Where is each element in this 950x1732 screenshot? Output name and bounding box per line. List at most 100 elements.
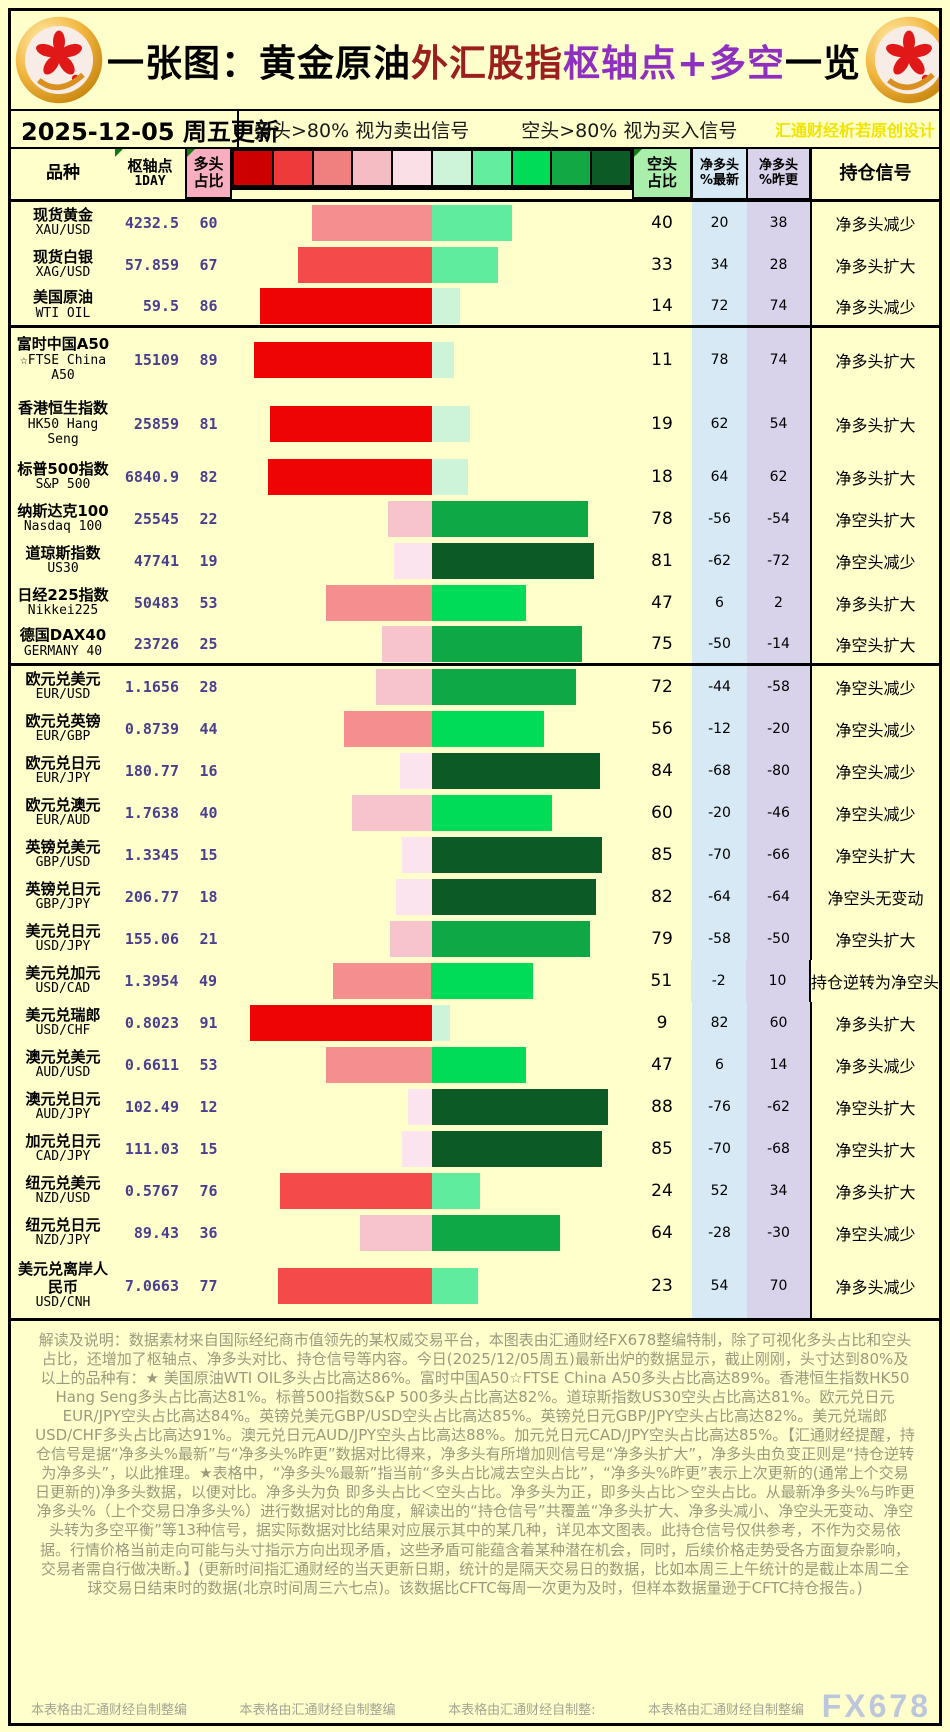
net-latest-value: -76: [692, 1086, 747, 1128]
short-bar: [432, 1268, 478, 1304]
instrument-name-cn: 欧元兑日元: [25, 753, 101, 772]
pivot-value: 1.7638: [124, 804, 179, 822]
long-short-bar: [232, 750, 632, 792]
outer-frame: 一张图：黄金原油外汇股指枢轴点+多空一览: [8, 8, 942, 1726]
instrument-name-cn: 澳元兑美元: [25, 1047, 101, 1066]
pivot-value: 4232.5: [124, 214, 179, 232]
long-bar-track: [232, 625, 432, 662]
instrument-name-en: USD/JPY: [35, 939, 91, 955]
short-pct-value: 14: [651, 295, 673, 316]
page-title-segment: 一览: [785, 42, 862, 85]
long-short-bar: [232, 834, 632, 876]
short-bar: [432, 342, 454, 378]
color-scale-cell: [512, 151, 553, 185]
long-bar: [390, 921, 432, 957]
instrument-name-cn: 欧元兑英镑: [25, 711, 101, 730]
footer-credit: 本表格由汇通财经自制整编: [647, 1702, 804, 1718]
long-short-bar: [232, 456, 632, 498]
header-pivot-line1: 枢轴点: [127, 156, 173, 175]
short-bar-track: [432, 501, 632, 537]
long-bar-track: [232, 1268, 432, 1304]
short-pct-value: 47: [651, 593, 673, 613]
short-pct-value: 24: [651, 1181, 673, 1201]
instrument-name-cn: 加元兑日元: [25, 1131, 101, 1150]
net-prev-value: 28: [747, 244, 810, 286]
table-row: 德国DAX40 GERMANY 40 23726 25 75 -50 -14 净空…: [11, 624, 939, 666]
header-pivot-line2: 1DAY: [134, 174, 166, 190]
instrument-name-en: AUD/USD: [35, 1065, 91, 1081]
net-latest-value: -28: [692, 1212, 747, 1254]
header-net-prev: 净多头 %昨更: [747, 149, 810, 199]
long-bar: [298, 247, 432, 283]
short-pct-value: 11: [651, 350, 673, 370]
long-short-bar: [232, 1212, 632, 1254]
instrument-name-en: Nasdaq 100: [23, 519, 103, 535]
short-bar: [432, 1173, 480, 1209]
long-bar-track: [232, 1047, 432, 1083]
long-bar: [254, 342, 432, 378]
instrument-name-cn: 英镑兑日元: [25, 879, 101, 898]
short-bar-track: [432, 1089, 632, 1125]
table-row: 香港恒生指数 HK50 Hang Seng 25859 81 19 62 54 净多…: [11, 392, 939, 456]
instrument-name-en: EUR/AUD: [35, 813, 91, 829]
instrument-name: 标普500指数 S&P 500: [11, 460, 115, 493]
color-scale-cell: [592, 151, 630, 185]
net-prev-value: -46: [747, 792, 810, 834]
long-bar: [388, 501, 432, 537]
short-bar-track: [432, 625, 632, 662]
long-bar-track: [232, 753, 432, 789]
long-short-bar: [232, 1254, 632, 1318]
short-bar: [432, 585, 526, 621]
header-signal: 持仓信号: [810, 149, 939, 199]
position-signal: 净空头扩大: [810, 834, 939, 876]
instrument-name-en: ☆FTSE China: [19, 352, 107, 368]
table-row: 欧元兑日元 EUR/JPY 180.77 16 84 -68 -80 净空头减少: [11, 750, 939, 792]
short-bar-track: [432, 1131, 632, 1167]
short-bar: [432, 879, 596, 915]
instrument-name-cn: 纽元兑日元: [25, 1215, 101, 1234]
table-row: 澳元兑日元 AUD/JPY 102.49 12 88 -76 -62 净空头扩大: [11, 1086, 939, 1128]
long-pct-value: 15: [199, 846, 218, 864]
net-latest-value: 64: [692, 456, 747, 498]
position-signal: 净空头减少: [810, 666, 939, 708]
instrument-name-en: EUR/JPY: [35, 771, 91, 787]
instrument-name-en: NZD/USD: [35, 1191, 91, 1207]
pivot-value: 89.43: [133, 1224, 179, 1242]
pivot-value: 47741: [133, 552, 179, 570]
net-prev-value: -64: [747, 876, 810, 918]
long-pct-value: 81: [199, 415, 218, 433]
data-table: 现货黄金 XAU/USD 4232.5 60 40 20 38 净多头减少 现货白…: [11, 202, 939, 1321]
short-bar-track: [432, 753, 632, 789]
table-row: 加元兑日元 CAD/JPY 111.03 15 85 -70 -68 净空头扩大: [11, 1128, 939, 1170]
short-pct-value: 56: [651, 719, 673, 739]
net-latest-value: -64: [692, 876, 747, 918]
color-scale-cell: [273, 151, 314, 185]
pivot-value: 57.859: [124, 256, 179, 274]
long-bar: [268, 459, 432, 495]
short-bar: [432, 205, 512, 241]
long-bar: [280, 1173, 432, 1209]
table-row: 纳斯达克100 Nasdaq 100 25545 22 78 -56 -54 净空…: [11, 498, 939, 540]
long-bar: [312, 205, 432, 241]
long-short-bar: [232, 876, 632, 918]
short-bar-track: [432, 342, 632, 378]
header-variety: 品种: [46, 163, 80, 184]
net-prev-value: 62: [747, 456, 810, 498]
instrument-name-en: Nikkei225: [27, 603, 99, 619]
instrument-name-en: S&P 500: [35, 477, 91, 493]
long-bar-track: [232, 459, 432, 495]
table-row: 美元兑日元 USD/JPY 155.06 21 79 -58 -50 净空头扩大: [11, 918, 939, 960]
long-pct-value: 49: [198, 972, 218, 990]
long-bar-track: [232, 1215, 432, 1251]
instrument-name-cn: 澳元兑日元: [25, 1089, 101, 1108]
short-pct-value: 51: [650, 971, 673, 991]
long-bar: [326, 1047, 432, 1083]
pivot-value: 1.3954: [124, 972, 179, 990]
short-bar-track: [432, 459, 632, 495]
instrument-name-cn: 日经225指数: [17, 585, 109, 604]
short-bar: [432, 247, 498, 283]
instrument-name-cn: 欧元兑澳元: [25, 795, 101, 814]
short-bar-track: [432, 669, 632, 705]
credit-text: 汇通财经析若原创设计: [774, 121, 935, 140]
